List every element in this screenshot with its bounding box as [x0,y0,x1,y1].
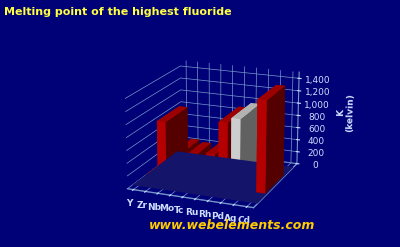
Text: www.webelements.com: www.webelements.com [149,219,315,232]
Text: Melting point of the highest fluoride: Melting point of the highest fluoride [4,7,232,17]
